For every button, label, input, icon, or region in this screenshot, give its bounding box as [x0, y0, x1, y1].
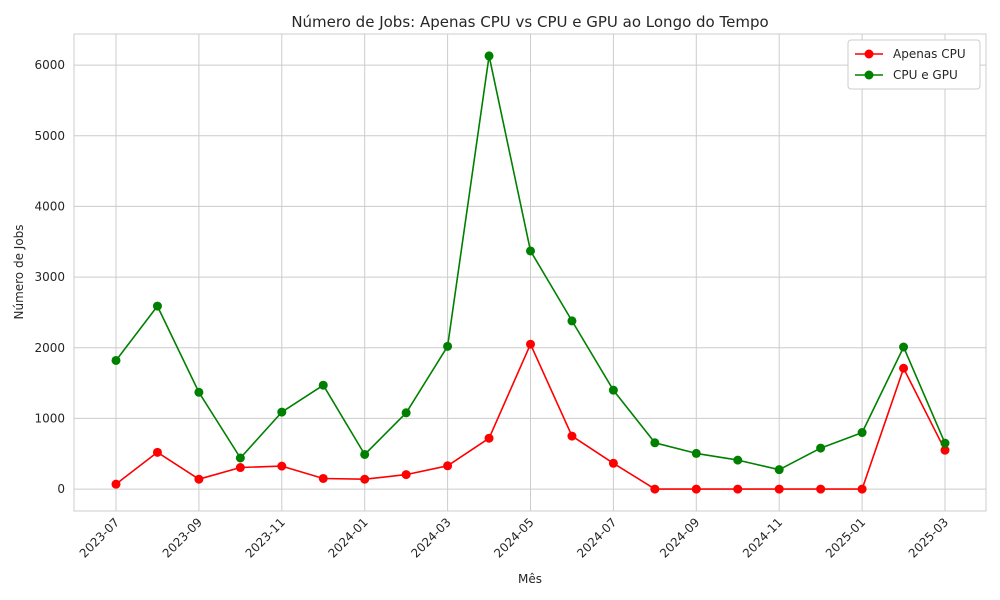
- data-point-cpu-e-gpu: [774, 465, 784, 475]
- data-point-cpu-e-gpu: [567, 316, 577, 326]
- data-point-cpu-e-gpu: [318, 380, 328, 390]
- data-point-apenas-cpu: [401, 470, 411, 480]
- legend-marker-cpu-e-gpu: [864, 70, 874, 80]
- data-point-cpu-e-gpu: [277, 407, 287, 417]
- data-point-apenas-cpu: [360, 474, 370, 484]
- data-point-apenas-cpu: [152, 447, 162, 457]
- data-point-cpu-e-gpu: [608, 385, 618, 395]
- x-tick-label: 2024-05: [491, 515, 536, 560]
- x-tick-label: 2024-01: [325, 515, 370, 560]
- x-tick-label: 2025-01: [823, 515, 868, 560]
- x-tick-label: 2024-03: [408, 515, 453, 560]
- data-point-apenas-cpu: [484, 433, 494, 443]
- data-point-cpu-e-gpu: [111, 355, 121, 365]
- data-point-apenas-cpu: [816, 484, 826, 494]
- data-point-cpu-e-gpu: [526, 246, 535, 256]
- data-point-apenas-cpu: [526, 339, 535, 349]
- series-cpu-e-gpu: [111, 51, 950, 475]
- data-point-apenas-cpu: [733, 484, 743, 494]
- y-tick-label: 3000: [34, 270, 65, 284]
- data-point-apenas-cpu: [318, 473, 328, 483]
- data-point-apenas-cpu: [691, 484, 701, 494]
- data-point-cpu-e-gpu: [733, 455, 743, 465]
- y-tick-label: 0: [57, 482, 65, 496]
- series-group: [111, 51, 950, 494]
- data-point-cpu-e-gpu: [816, 443, 826, 453]
- x-tick-label: 2024-11: [740, 515, 785, 560]
- x-axis-label: Mês: [518, 572, 542, 586]
- x-tick-label: 2023-09: [160, 515, 205, 560]
- x-tick-label: 2023-07: [77, 515, 122, 560]
- data-point-cpu-e-gpu: [152, 301, 162, 311]
- data-point-cpu-e-gpu: [360, 449, 370, 459]
- data-point-apenas-cpu: [608, 458, 618, 468]
- data-point-apenas-cpu: [899, 363, 909, 373]
- data-point-cpu-e-gpu: [401, 408, 411, 418]
- data-point-cpu-e-gpu: [443, 341, 453, 351]
- x-tick-label: 2024-09: [657, 515, 702, 560]
- y-tick-label: 2000: [34, 341, 65, 355]
- data-point-cpu-e-gpu: [899, 342, 909, 352]
- y-tick-label: 5000: [34, 129, 65, 143]
- data-point-apenas-cpu: [235, 463, 245, 473]
- data-point-cpu-e-gpu: [650, 438, 660, 448]
- series-apenas-cpu: [111, 339, 950, 494]
- legend-label-cpu-e-gpu: CPU e GPU: [893, 68, 958, 82]
- y-axis-label: Número de Jobs: [12, 224, 26, 319]
- data-point-apenas-cpu: [857, 484, 867, 494]
- data-point-apenas-cpu: [443, 461, 453, 471]
- data-point-cpu-e-gpu: [235, 453, 245, 463]
- data-point-apenas-cpu: [567, 431, 577, 441]
- x-tick-label: 2024-07: [574, 515, 619, 560]
- y-axis-ticks: 0 1000 2000 3000 4000 5000 6000: [34, 58, 65, 496]
- legend-marker-apenas-cpu: [864, 49, 874, 59]
- data-point-cpu-e-gpu: [857, 428, 867, 438]
- chart-title: Número de Jobs: Apenas CPU vs CPU e GPU …: [291, 13, 768, 31]
- data-point-apenas-cpu: [277, 461, 287, 471]
- data-point-apenas-cpu: [774, 484, 784, 494]
- grid: [74, 34, 986, 511]
- data-point-apenas-cpu: [194, 474, 204, 484]
- data-point-cpu-e-gpu: [691, 448, 701, 458]
- x-tick-label: 2025-03: [906, 515, 951, 560]
- data-point-cpu-e-gpu: [484, 51, 494, 61]
- x-tick-label: 2023-11: [243, 515, 288, 560]
- legend: Apenas CPU CPU e GPU: [847, 39, 981, 90]
- y-tick-label: 4000: [34, 199, 65, 213]
- data-point-apenas-cpu: [650, 484, 660, 494]
- plot-area: [73, 33, 987, 512]
- legend-label-apenas-cpu: Apenas CPU: [893, 47, 966, 61]
- data-point-cpu-e-gpu: [194, 387, 204, 397]
- data-point-apenas-cpu: [111, 479, 121, 489]
- data-point-apenas-cpu: [940, 445, 950, 455]
- y-tick-label: 6000: [34, 58, 65, 72]
- legend-box: [847, 39, 981, 90]
- x-axis-ticks: 2023-07 2023-09 2023-11 2024-01 2024-03 2024-…: [77, 515, 951, 560]
- data-point-cpu-e-gpu: [940, 438, 950, 448]
- y-tick-label: 1000: [34, 411, 65, 425]
